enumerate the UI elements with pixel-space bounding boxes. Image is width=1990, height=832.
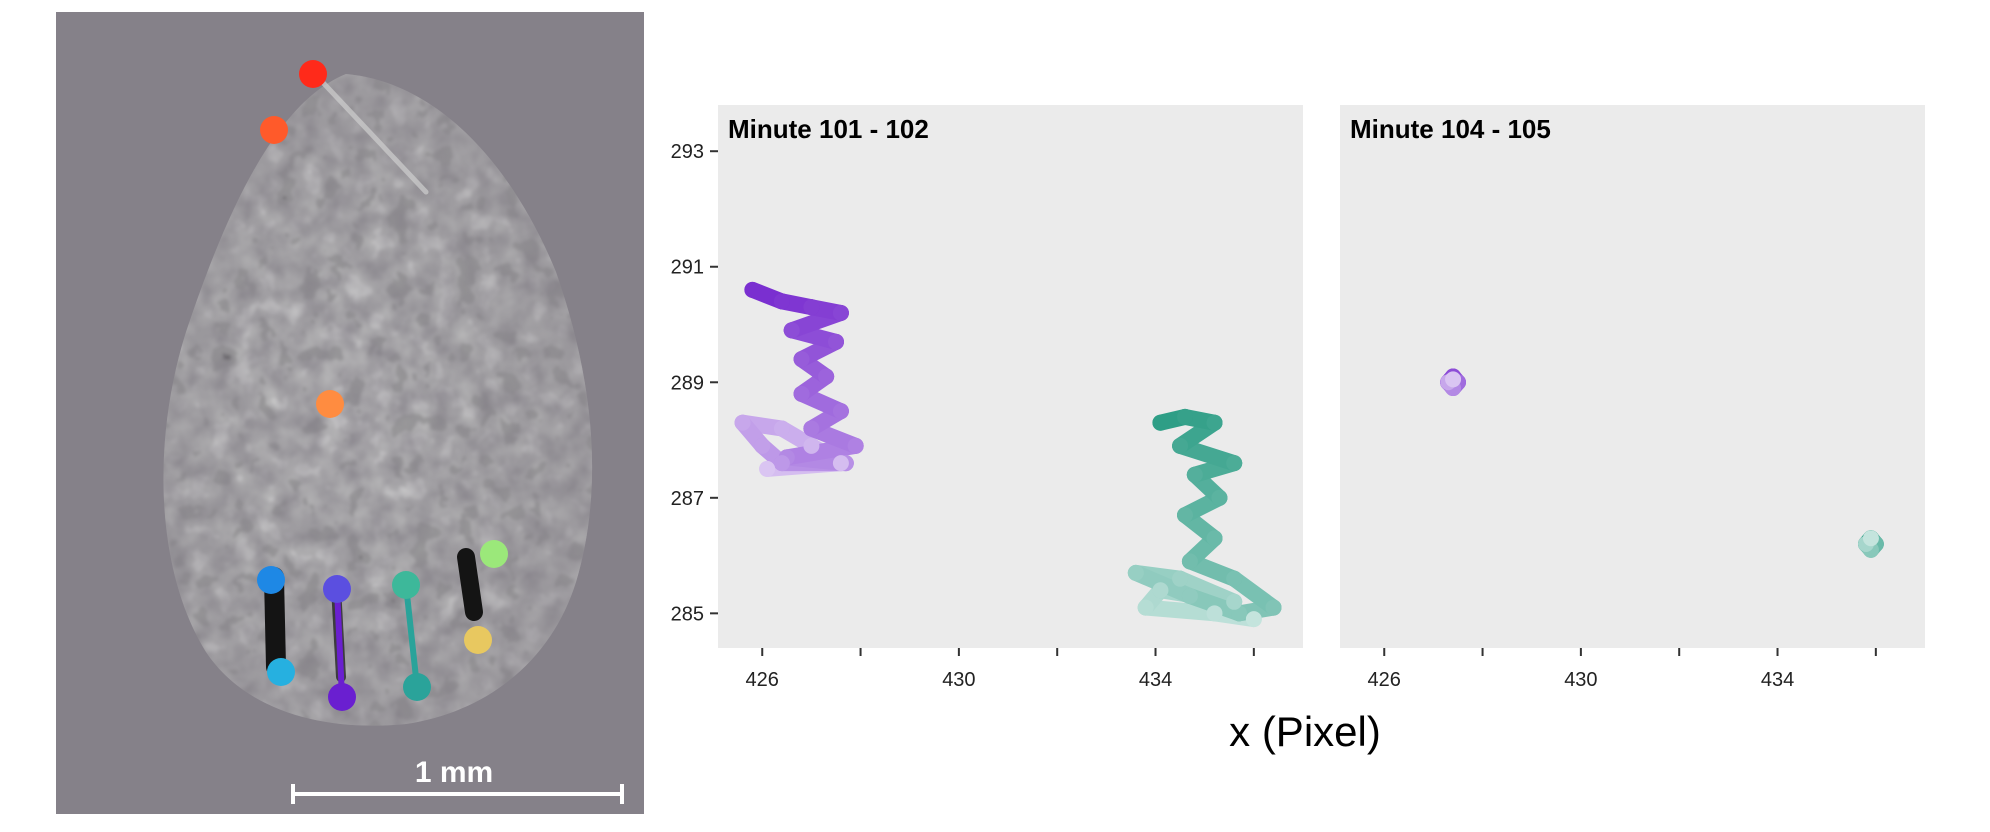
- trajectory-point: [827, 333, 844, 350]
- trajectory-point: [1186, 466, 1203, 483]
- keypoint-rear-left: [267, 658, 295, 686]
- trajectory-point: [773, 420, 790, 437]
- trajectory-point: [1226, 570, 1243, 587]
- trajectory-series-1: [1127, 408, 1282, 628]
- trajectory-segment: [1226, 570, 1282, 616]
- trajectory-point: [1152, 414, 1169, 431]
- x-tick-label: 434: [1139, 669, 1172, 691]
- trajectory-point: [832, 403, 849, 420]
- trajectory-series-1: [1858, 530, 1884, 558]
- keypoint-links: [310, 69, 429, 700]
- trajectory-series-0: [1440, 368, 1466, 397]
- plot-panel-background: [1340, 105, 1925, 648]
- keypoint-center: [316, 390, 344, 418]
- trajectory-point: [1265, 599, 1282, 616]
- scale-bar-label: 1 mm: [415, 756, 493, 789]
- x-tick-label: 426: [746, 669, 779, 691]
- trajectory-point: [1152, 582, 1169, 599]
- trajectory-point: [1245, 611, 1262, 628]
- keypoint-head-left: [260, 116, 288, 144]
- keypoint-rear-right-mid: [403, 673, 431, 701]
- trajectory-point: [803, 299, 820, 316]
- panel-title: Minute 101 - 102: [728, 114, 929, 144]
- trajectory-point: [803, 437, 820, 454]
- keypoint-front-right: [480, 540, 508, 568]
- keypoint-front-mid: [323, 575, 351, 603]
- trajectory-point: [734, 414, 751, 431]
- x-tick-label: 430: [942, 669, 975, 691]
- panel-title: Minute 104 - 105: [1350, 114, 1551, 144]
- x-tick-label: 434: [1761, 669, 1794, 691]
- keypoint-rear-right: [464, 626, 492, 654]
- trajectory-point: [773, 293, 790, 310]
- trajectory-segment: [1181, 588, 1248, 622]
- trajectory-point: [1206, 414, 1223, 431]
- trajectory-point: [773, 455, 790, 472]
- trajectory-point: [754, 437, 771, 454]
- y-tick-label: 285: [671, 603, 704, 625]
- y-tick-label: 287: [671, 488, 704, 510]
- trajectory-point: [1172, 570, 1189, 587]
- trajectory-point: [832, 304, 849, 321]
- trajectory-point: [1206, 605, 1223, 622]
- trajectory-point: [1206, 530, 1223, 547]
- trajectory-point: [1172, 437, 1189, 454]
- keypoint-front-left: [257, 566, 285, 594]
- x-tick-label: 430: [1564, 669, 1597, 691]
- trajectory-point: [744, 281, 761, 298]
- trajectory-point: [803, 420, 820, 437]
- trajectory-point: [1127, 564, 1144, 581]
- trajectory-series-0: [734, 281, 864, 477]
- trajectory-point: [1226, 593, 1243, 610]
- trajectory-point: [783, 322, 800, 339]
- trajectory-segment: [1172, 570, 1243, 610]
- trajectory-point: [1181, 588, 1198, 605]
- y-tick-label: 289: [671, 372, 704, 394]
- trajectory-point: [793, 351, 810, 368]
- keypoint-rear-mid: [328, 683, 356, 711]
- keypoint-front-right-mid: [392, 571, 420, 599]
- trajectory-point: [793, 385, 810, 402]
- y-tick-label: 291: [671, 257, 704, 279]
- trajectory-point: [1177, 408, 1194, 425]
- keypoints: [257, 60, 508, 711]
- trajectory-point: [847, 437, 864, 454]
- trajectory-point: [1211, 489, 1228, 506]
- trajectory-point: [759, 460, 776, 477]
- y-tick-label: 293: [671, 141, 704, 163]
- trajectory-segment: [1137, 599, 1223, 622]
- scale-bar: 1 mm: [291, 756, 624, 804]
- trajectory-point: [832, 455, 849, 472]
- trajectory-point: [1226, 455, 1243, 472]
- keypoint-head-tip: [299, 60, 327, 88]
- x-axis-label: x (Pixel): [1229, 708, 1381, 755]
- trajectory-point: [1862, 530, 1879, 547]
- panel-minute-104-105: 426 430 434 Minute 104 - 105: [1340, 105, 1925, 691]
- panel-minute-101-102: 426 430 434 285 287 289 291 293 Minute 101 - 102: [671, 105, 1303, 691]
- trajectory-point: [1177, 507, 1194, 524]
- trajectory-point: [1137, 599, 1154, 616]
- trajectory-point: [1181, 553, 1198, 570]
- x-tick-label: 426: [1368, 669, 1401, 691]
- trajectory-point: [818, 368, 835, 385]
- microscopy-image: 1 mm: [56, 12, 644, 814]
- trajectory-charts: 426 430 434 285 287 289 291 293 Minute 101 - 102…: [671, 105, 1925, 755]
- trajectory-point: [1445, 371, 1462, 388]
